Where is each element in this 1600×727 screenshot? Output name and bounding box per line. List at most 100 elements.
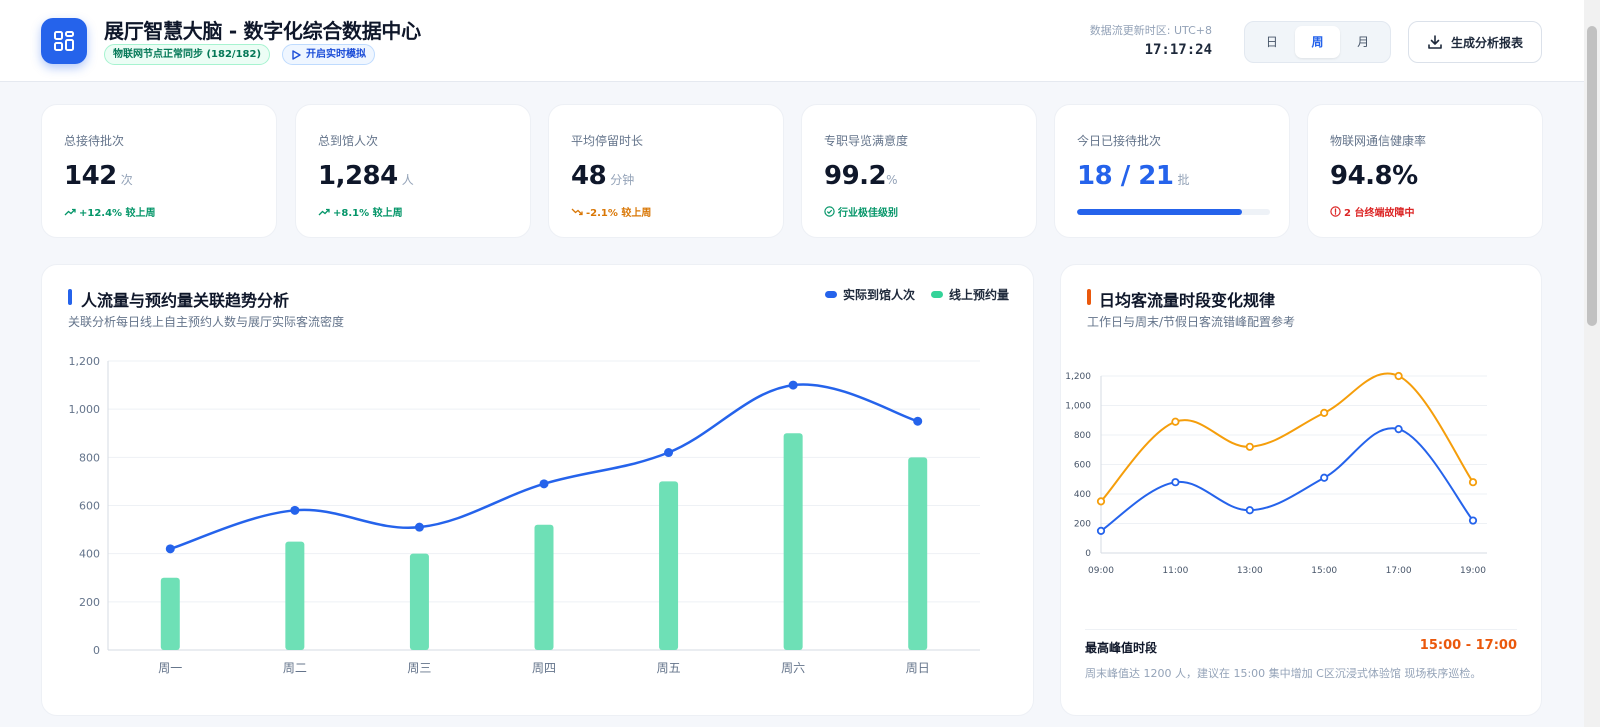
point-series-0: [1394, 425, 1403, 434]
line-series-1: [1100, 372, 1474, 503]
peak-period-note: 周末峰值达 1200 人，建议在 15:00 集中增加 C区沉浸式体验馆 现场秩…: [1085, 667, 1482, 680]
bar-booking: [908, 457, 928, 650]
bar-booking: [659, 481, 679, 650]
page-scrollbar[interactable]: [1584, 0, 1600, 727]
y-tick-label: 200: [79, 596, 100, 609]
point-actual: [788, 380, 798, 390]
play-icon: [292, 49, 301, 60]
simulate-button-label: 开启实时模拟: [306, 49, 366, 60]
x-tick-label: 周五: [657, 661, 681, 675]
point-series-0: [1171, 478, 1180, 487]
y-tick-label: 0: [1085, 549, 1091, 559]
clock: 17:17:24: [1144, 42, 1212, 58]
panel-subtitle: 工作日与周末/节假日客流错峰配置参考: [1087, 315, 1296, 329]
point-series-0: [1096, 526, 1106, 535]
y-tick-label: 600: [1074, 461, 1091, 471]
kpi-value: 94.8%: [1330, 161, 1418, 191]
panel-title: 人流量与预约量关联趋势分析: [81, 291, 290, 310]
bar-booking: [160, 577, 180, 650]
point-series-1: [1320, 408, 1329, 417]
period-tab-month[interactable]: 月: [1357, 35, 1370, 49]
point-series-1: [1171, 417, 1180, 426]
bar-booking: [409, 553, 429, 650]
kpi-value: 142 次: [64, 161, 133, 191]
panel-subtitle: 关联分析每日线上自主预约人数与展厅实际客流密度: [68, 315, 345, 329]
panel-accent-bar: [68, 289, 72, 305]
x-tick-label: 19:00: [1460, 566, 1486, 576]
point-series-1: [1394, 371, 1403, 381]
point-actual: [165, 544, 175, 554]
kpi-label: 物联网通信健康率: [1330, 134, 1427, 148]
page-title: 展厅智慧大脑 - 数字化综合数据中心: [104, 19, 421, 43]
kpi-label: 总接待批次: [64, 134, 125, 148]
x-tick-label: 09:00: [1088, 566, 1114, 576]
legend-swatch: [824, 291, 837, 298]
trend-up-icon: [318, 208, 330, 215]
point-series-0: [1320, 473, 1329, 482]
y-tick-label: 0: [93, 644, 100, 657]
kpi-label: 专职导览满意度: [824, 134, 909, 148]
x-tick-label: 13:00: [1237, 566, 1263, 576]
point-actual: [664, 448, 674, 458]
period-tab-day[interactable]: 日: [1265, 35, 1278, 49]
y-tick-label: 800: [79, 451, 100, 464]
bar-booking: [534, 524, 554, 650]
x-tick-label: 17:00: [1386, 566, 1412, 576]
line-series-0: [1100, 427, 1474, 532]
x-tick-label: 周日: [906, 661, 930, 675]
trend-down-icon: [571, 208, 583, 215]
traffic-booking-chart: 0 200 400 600 800 1,000 1,200 周一 周二 周三 周四 周五 周六 周日: [69, 355, 980, 675]
y-tick-label: 1,200: [1065, 372, 1091, 382]
point-actual: [913, 416, 923, 426]
y-tick-label: 600: [79, 500, 100, 513]
kpi-value: 99.2%: [824, 161, 898, 191]
kpi-card-avg-stay: 平均停留时长 48 分钟 -2.1% 较上周: [548, 104, 784, 238]
scrollbar-thumb[interactable]: [1587, 26, 1597, 326]
y-tick-label: 800: [1074, 431, 1091, 441]
legend-item-booking[interactable]: 线上预约量: [930, 286, 1009, 303]
chart-legend: 实际到馆人次 线上预约量: [824, 286, 1009, 303]
kpi-card-total-batches: 总接待批次 142 次 +12.4% 较上周: [41, 104, 277, 238]
panel-title: 日均客流量时段变化规律: [1099, 291, 1276, 310]
legend-item-actual[interactable]: 实际到馆人次: [824, 286, 915, 303]
kpi-trend: 2 台终端故障中: [1330, 204, 1414, 219]
kpi-trend: 行业极佳级别: [824, 204, 898, 219]
today-progress-bar: [1077, 209, 1270, 215]
kpi-card-total-visitors: 总到馆人次 1,284 人 +8.1% 较上周: [295, 104, 531, 238]
kpi-label: 平均停留时长: [571, 134, 644, 148]
kpi-value: 18 / 21 批: [1077, 161, 1190, 191]
bar-booking: [783, 433, 803, 650]
y-tick-label: 1,000: [1065, 402, 1091, 412]
timezone-label: 数据流更新时区: UTC+8: [1089, 24, 1212, 37]
bar-booking: [285, 541, 305, 650]
point-actual: [539, 479, 549, 489]
divider: [1085, 629, 1517, 630]
kpi-value: 48 分钟: [571, 161, 635, 191]
today-progress-fill: [1077, 209, 1243, 215]
x-tick-label: 周三: [407, 661, 431, 675]
kpi-card-iot-health: 物联网通信健康率 94.8% 2 台终端故障中: [1307, 104, 1543, 238]
download-icon: [1428, 35, 1442, 49]
generate-report-button[interactable]: 生成分析报表: [1408, 21, 1542, 63]
top-header: 展厅智慧大脑 - 数字化综合数据中心 物联网节点正常同步 (182/182) 开…: [0, 0, 1584, 82]
x-tick-label: 11:00: [1162, 566, 1188, 576]
check-circle-icon: [824, 206, 835, 217]
kpi-trend: -2.1% 较上周: [571, 204, 651, 219]
x-tick-label: 周六: [781, 661, 805, 675]
point-series-0: [1245, 506, 1254, 515]
x-tick-label: 周一: [158, 661, 182, 675]
grid-icon: [54, 31, 74, 51]
peak-period-label: 最高峰值时段: [1085, 641, 1158, 655]
legend-swatch: [930, 291, 943, 298]
generate-report-label: 生成分析报表: [1450, 35, 1523, 50]
y-tick-label: 400: [1074, 490, 1091, 500]
kpi-trend: +12.4% 较上周: [64, 204, 156, 219]
period-tab-week[interactable]: 周: [1294, 26, 1341, 58]
simulate-button[interactable]: 开启实时模拟: [282, 44, 375, 65]
peak-period-value: 15:00 - 17:00: [1419, 638, 1517, 653]
kpi-trend: +8.1% 较上周: [318, 204, 403, 219]
trend-up-icon: [64, 208, 76, 215]
point-series-1: [1468, 478, 1478, 487]
alert-circle-icon: [1330, 206, 1341, 217]
y-tick-label: 1,000: [69, 403, 101, 416]
